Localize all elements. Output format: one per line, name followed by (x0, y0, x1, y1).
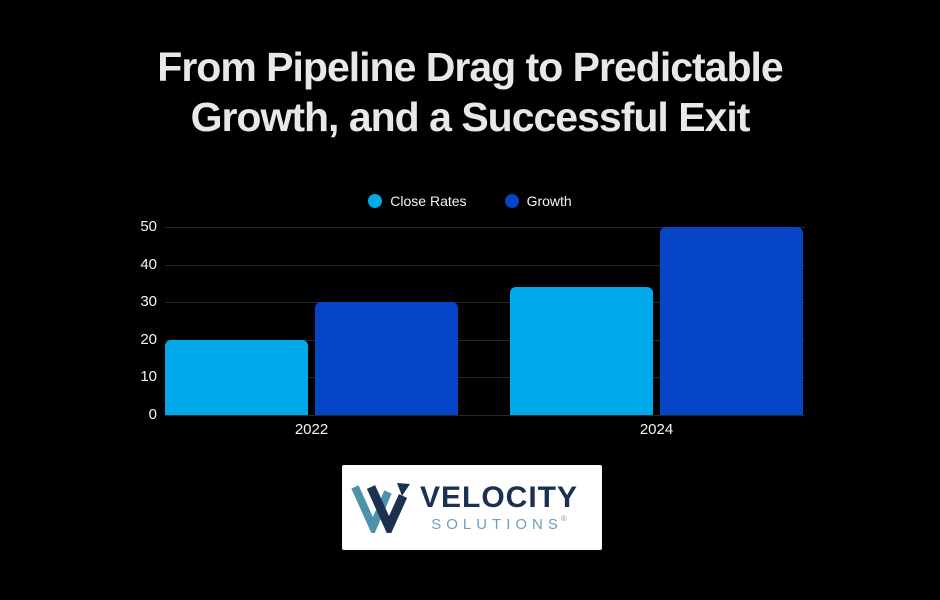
logo-subname: SOLUTIONS ® (431, 514, 567, 533)
legend-item-growth: Growth (504, 193, 572, 209)
logo-name: VELOCITY (420, 481, 579, 514)
legend-label-close-rates: Close Rates (390, 193, 467, 209)
page-title: From Pipeline Drag to Predictable Growth,… (0, 42, 940, 142)
legend-label-growth: Growth (526, 193, 572, 209)
gridline-10 (165, 377, 805, 379)
gridline-0 (165, 415, 805, 416)
velocity-logo-mark (351, 482, 410, 533)
y-axis-tick-20: 20 (140, 330, 157, 348)
logo-text: VELOCITY SOLUTIONS ® (420, 481, 579, 533)
bar-close-rates-2024 (510, 287, 653, 415)
logo-subname-text: SOLUTIONS (431, 516, 563, 533)
chart-legend: Close Rates Growth (0, 193, 940, 209)
gridline-20 (165, 339, 805, 341)
x-axis-tick-2024: 2024 (639, 421, 674, 438)
bar-chart: 0 10 20 30 40 50 2022 2024 (125, 218, 815, 444)
bar-growth-2022 (315, 302, 458, 415)
y-axis-tick-0: 0 (148, 406, 157, 423)
bar-growth-2024 (660, 227, 803, 415)
gridline-50 (165, 227, 805, 228)
page-title-line1: From Pipeline Drag to Predictable (157, 44, 783, 90)
y-axis-tick-30: 30 (140, 293, 157, 311)
bar-close-rates-2022 (165, 340, 308, 415)
y-axis-tick-10: 10 (140, 368, 157, 386)
velocity-logo: VELOCITY SOLUTIONS ® (342, 465, 602, 550)
y-axis-tick-50: 50 (140, 218, 157, 235)
legend-dot-growth (504, 194, 519, 208)
y-axis-tick-40: 40 (140, 255, 157, 273)
gridline-30 (165, 302, 805, 304)
plot-area (165, 227, 805, 416)
legend-item-close-rates: Close Rates (368, 193, 467, 209)
x-axis-tick-2022: 2022 (294, 421, 329, 438)
gridline-40 (165, 264, 805, 266)
registered-mark: ® (560, 514, 567, 523)
page-title-line2: Growth, and a Successful Exit (190, 94, 751, 140)
legend-dot-close-rates (368, 194, 383, 208)
